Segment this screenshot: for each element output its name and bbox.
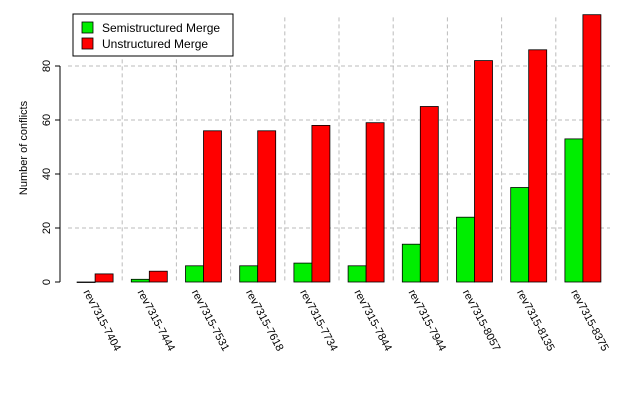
bar-semistructured: [347, 265, 367, 283]
y-tick-label: 20: [41, 222, 53, 234]
bar-unstructured: [582, 14, 602, 283]
bar-unstructured: [311, 125, 331, 283]
y-axis-title: Number of conflicts: [18, 100, 30, 195]
bar-unstructured: [203, 130, 222, 283]
x-tick-label: rev7315-7734: [297, 288, 339, 354]
x-tick-label: rev7315-7531: [189, 288, 231, 354]
x-tick-label: rev7315-7444: [135, 288, 177, 354]
legend-swatch-semistructured: [81, 21, 94, 34]
bar-unstructured: [257, 130, 277, 283]
bar-semistructured: [401, 243, 421, 283]
x-tick-label: rev7315-7844: [351, 288, 393, 354]
y-axis: 0 20 40 60 80: [41, 60, 61, 285]
bar-semistructured: [130, 278, 150, 283]
y-tick-label: 60: [41, 114, 53, 126]
legend-label-semistructured: Semistructured Merge: [102, 21, 220, 35]
legend-label-unstructured: Unstructured Merge: [102, 37, 208, 51]
x-tick-label: rev7315-8375: [568, 288, 610, 354]
bar-semistructured: [510, 187, 530, 283]
bar-unstructured: [474, 60, 493, 283]
x-tick-labels: rev7315-7404 rev7315-7444 rev7315-7531 rev7…: [80, 288, 610, 354]
bar-semistructured: [456, 216, 475, 283]
x-tick-label: rev7315-7944: [406, 288, 448, 354]
y-tick-label: 40: [41, 168, 53, 180]
x-tick-label: rev7315-8057: [460, 288, 502, 354]
bar-unstructured: [365, 122, 385, 283]
legend-swatch-unstructured: [81, 37, 94, 50]
bar-semistructured: [239, 265, 259, 283]
bar-unstructured: [148, 270, 168, 283]
legend-box: [72, 13, 234, 57]
bar-unstructured: [528, 49, 548, 283]
bars: [76, 14, 602, 283]
bar-unstructured: [419, 106, 439, 283]
y-tick-label: 80: [41, 60, 53, 72]
bar-semistructured: [185, 265, 204, 283]
y-tick-label: 0: [41, 279, 53, 285]
bar-semistructured: [293, 262, 313, 283]
x-tick-label: rev7315-7618: [243, 288, 285, 354]
x-tick-label: rev7315-8135: [514, 288, 556, 354]
bar-unstructured: [94, 273, 114, 283]
x-tick-label: rev7315-7404: [80, 288, 122, 354]
bar-semistructured: [564, 138, 584, 283]
bar-semistructured: [76, 281, 96, 283]
legend: Semistructured Merge Unstructured Merge: [72, 13, 234, 57]
